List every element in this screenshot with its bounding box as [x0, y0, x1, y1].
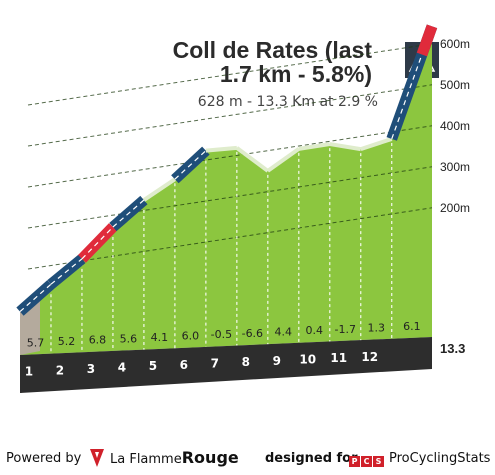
segment-gradient-label: -0.5 [211, 328, 232, 341]
km-marker: 8 [242, 355, 250, 369]
km-marker: 4 [118, 361, 126, 375]
km-marker: 11 [330, 351, 347, 365]
footer: Powered by La FlammeRouge designed for P… [0, 445, 495, 475]
climb-title-line1: Coll de Rates (last [173, 37, 373, 63]
la-flamme-rouge-brand: La FlammeRouge [110, 448, 239, 467]
total-distance-label: 13.3 [440, 341, 465, 356]
km-marker: 9 [273, 354, 281, 368]
ridge-segment [235, 146, 270, 173]
km-marker: 7 [211, 357, 219, 371]
y-tick-label: 400m [440, 119, 470, 133]
ridge-segment [142, 177, 177, 202]
elevation-guide-line [27, 125, 433, 188]
elevation-guide-line [27, 166, 433, 229]
designed-for-text: designed for [265, 451, 358, 466]
km-marker: 6 [180, 358, 188, 372]
ridge-segment [205, 145, 238, 153]
ridge-dash [174, 150, 207, 180]
km-marker: 2 [56, 363, 64, 377]
ridge-dash [81, 226, 114, 260]
ridge-segment [329, 142, 362, 152]
km-marker: 5 [149, 359, 157, 373]
lfr-brand-part-a: La Flamme [110, 452, 182, 467]
segment-gradient-label: 4.4 [275, 325, 293, 338]
segment-gradient-label: 5.6 [120, 332, 138, 345]
km-marker: 1 [25, 365, 33, 379]
segment-gradient-label: -6.6 [242, 327, 263, 340]
pcs-logo-letter-s: S [373, 456, 384, 467]
elevation-guide-line [27, 43, 433, 106]
climb-subtitle: 628 m - 13.3 Km at 2.9 % [198, 94, 378, 110]
procyclingstats-text: ProCyclingStats [389, 451, 491, 466]
powered-by-text: Powered by [6, 451, 82, 466]
climb-title-line2: 1.7 km - 5.8%) [220, 61, 372, 87]
profile-base [20, 337, 432, 393]
segment-gradient-label: 6.0 [182, 330, 200, 343]
y-tick-label: 500m [440, 78, 470, 92]
segment-gradient-label: 1.3 [367, 321, 385, 334]
pcs-logo-letter-p: P [349, 456, 360, 467]
segment-gradient-label: 5.2 [58, 335, 76, 348]
ridge-dash [112, 199, 145, 228]
ridge-segment [298, 142, 331, 151]
y-tick-label: 300m [440, 160, 470, 174]
la-flamme-rouge-logo-icon [90, 449, 104, 467]
climb-profile-chart: Coll de Rates (last 1.7 km - 5.8%) 628 m… [16, 24, 470, 393]
lfr-brand-part-b: Rouge [181, 448, 239, 467]
ridge-dash [50, 258, 83, 285]
elevation-guide-line [27, 207, 433, 270]
km-marker: 10 [299, 352, 316, 366]
elevation-guide-line [27, 84, 433, 147]
segment-gradient-label: 0.4 [306, 324, 324, 337]
segment-gradient-label: 4.1 [151, 331, 169, 344]
ridge-dash [19, 283, 52, 313]
segment-gradient-label: 6.1 [403, 320, 421, 333]
ridge-segment-summit [416, 24, 438, 57]
segment-gradient-label: 6.8 [89, 334, 107, 347]
km-marker: 12 [361, 350, 378, 364]
ridge-segment [360, 137, 393, 151]
y-tick-label: 200m [440, 201, 470, 215]
segment-gradient-label: 5.7 [27, 336, 45, 349]
km-marker: 3 [87, 362, 95, 376]
profile-fill [20, 26, 432, 355]
ridge-segment [266, 147, 300, 173]
y-tick-label: 600m [440, 37, 470, 51]
chart-layer: 200m 300m 400m 500m 600m 5.7 5.2 6.8 5.6 4.1 6.0 -0… [16, 24, 470, 393]
pcs-logo-letter-c: C [361, 456, 372, 467]
segment-gradient-label: -1.7 [335, 323, 356, 336]
